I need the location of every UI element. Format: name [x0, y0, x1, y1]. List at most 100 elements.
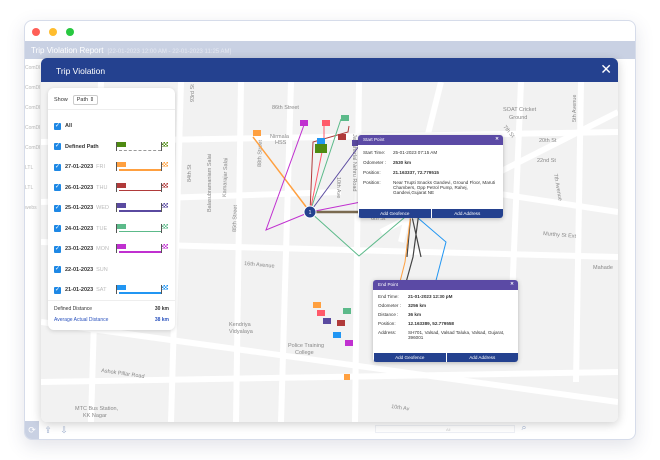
checkbox[interactable]: ✓ — [54, 225, 61, 232]
row-key: Odometer : — [363, 160, 386, 165]
legend-swatch — [116, 182, 168, 193]
flag-icon — [352, 140, 360, 146]
flag-icon — [317, 310, 325, 316]
map-label: 22nd St — [537, 158, 556, 164]
map-labels: 86th Street SOAT Cricket Ground 7th St 2… — [75, 84, 613, 419]
legend-day: FRI — [96, 164, 106, 170]
legend-day: MON — [96, 246, 109, 252]
flag-icon — [253, 130, 261, 136]
row-value: 25-01-2023 07:15 AM — [393, 150, 438, 155]
legend-label: 27-01-2023 — [65, 164, 94, 170]
flag-icon — [313, 302, 321, 308]
row-key: Position: — [378, 321, 396, 326]
close-icon[interactable]: ✕ — [510, 281, 514, 286]
search-select[interactable]: All — [375, 425, 515, 433]
map-label: Balasubramaniam Salai — [207, 154, 213, 212]
legend-label: All — [65, 123, 73, 129]
flag-icon — [322, 120, 330, 126]
maximize-window-dot[interactable] — [66, 28, 74, 36]
show-label: Show — [54, 97, 68, 103]
legend-item[interactable]: ✓ 25-01-2023 WED — [54, 203, 170, 213]
report-title: Trip Violation Report — [31, 46, 104, 55]
flag-icon — [343, 308, 351, 314]
download-icon[interactable]: ⇩ — [60, 425, 68, 435]
map-canvas[interactable]: 86th Street SOAT Cricket Ground 7th St 2… — [41, 82, 618, 422]
map-label: Kendriya — [229, 322, 252, 328]
legend-day: SUN — [96, 266, 108, 273]
finish-flag-icon — [162, 182, 168, 188]
list-item: webs — [25, 205, 37, 211]
finish-flag-icon — [162, 162, 168, 167]
checkbox[interactable]: ✓ — [54, 122, 61, 130]
map-label: 10th Ave — [335, 177, 341, 198]
legend-item[interactable]: ✓ 22-01-2023 SUN — [54, 265, 170, 275]
start-point-popup: Start Point ✕ Start Time: 25-01-2023 07:15… — [358, 135, 503, 218]
add-geofence-button[interactable]: Add Geofence — [358, 209, 431, 218]
search-icon[interactable]: ⌕ — [521, 422, 527, 432]
export-icon[interactable]: ⇪ — [44, 425, 52, 435]
add-address-button[interactable]: Add Address — [430, 209, 503, 218]
finish-flag-icon — [162, 244, 168, 249]
average-distance-link[interactable]: Average Actual Distance — [54, 317, 109, 323]
finish-flag-icon — [344, 374, 350, 380]
marker-1[interactable]: 1 — [303, 205, 317, 219]
report-range: [22-01-2023 12:00 AM - 22-01-2023 11:25 … — [107, 49, 232, 55]
list-item: ComDl — [25, 65, 41, 71]
checkbox[interactable]: ✓ — [54, 245, 61, 253]
add-geofence-button[interactable]: Add Geofence — [373, 353, 446, 362]
popup-title: Start Point — [363, 137, 385, 142]
legend-item[interactable]: ✓ 26-01-2023 THU — [54, 182, 170, 193]
checkbox[interactable]: ✓ — [54, 163, 61, 171]
show-select[interactable]: Path ⇕ — [72, 95, 99, 105]
legend-item[interactable]: ✓ All — [54, 121, 170, 131]
legend-swatch — [116, 141, 168, 152]
close-icon[interactable]: ✕ — [600, 61, 612, 77]
flag-icon — [317, 138, 325, 144]
map-label: 88th Street — [257, 139, 264, 167]
marker-label: 1 — [309, 210, 312, 216]
legend-label: 21-01-2023 — [65, 287, 94, 293]
close-window-dot[interactable] — [32, 28, 40, 36]
checkbox[interactable]: ✓ — [54, 184, 61, 191]
legend-day: THU — [96, 184, 108, 191]
refresh-icon[interactable]: ⟳ — [25, 421, 39, 439]
checkbox[interactable]: ✓ — [54, 286, 61, 294]
start-flag-icon — [116, 182, 117, 192]
modal-header: Trip Violation ✕ — [41, 58, 618, 82]
map-label: 10th Av — [391, 404, 410, 413]
close-icon[interactable]: ✕ — [495, 136, 499, 141]
add-address-button[interactable]: Add Address — [445, 353, 518, 362]
route-24-01 — [309, 118, 412, 257]
legend-item[interactable]: ✓ 24-01-2023 TUE — [54, 223, 170, 234]
list-item: LTL — [25, 165, 34, 171]
row-key: Start Time: — [363, 150, 386, 155]
legend-day: TUE — [96, 225, 108, 232]
list-item: ComDl — [25, 125, 41, 131]
minimize-window-dot[interactable] — [49, 28, 57, 36]
row-value: 3256 km — [408, 303, 427, 308]
checkbox[interactable]: ✓ — [54, 266, 61, 273]
finish-flag-icon — [162, 285, 168, 290]
finish-flag-icon — [162, 223, 168, 229]
legend-item[interactable]: ✓ Defined Path — [54, 141, 170, 152]
background-list: ComDl ComDl ComDl ComDl ComDl LTL LTL we… — [25, 59, 42, 439]
popup-title: End Point — [378, 282, 398, 287]
checkbox[interactable]: ✓ — [54, 143, 61, 150]
map-label: Nirmala — [270, 134, 290, 140]
legend-label: 26-01-2023 — [65, 184, 94, 191]
legend-item[interactable]: ✓ 23-01-2023 MON — [54, 244, 170, 254]
map-label: 6th St — [371, 216, 386, 222]
map-label: 93rd St — [190, 84, 196, 102]
legend-item[interactable]: ✓ 27-01-2023 FRI — [54, 162, 170, 172]
flag-icon — [315, 144, 327, 153]
map-label: Mahade — [593, 265, 613, 271]
row-key: Position: — [363, 170, 381, 175]
row-key: Position: — [363, 180, 381, 185]
checkbox[interactable]: ✓ — [54, 204, 61, 212]
route-25-01 — [309, 145, 360, 213]
start-flags — [253, 115, 360, 380]
flag-icon — [333, 332, 341, 338]
legend-item[interactable]: ✓ 21-01-2023 SAT — [54, 285, 170, 295]
map[interactable]: 86th Street SOAT Cricket Ground 7th St 2… — [41, 82, 618, 422]
start-flag-icon — [116, 244, 117, 253]
